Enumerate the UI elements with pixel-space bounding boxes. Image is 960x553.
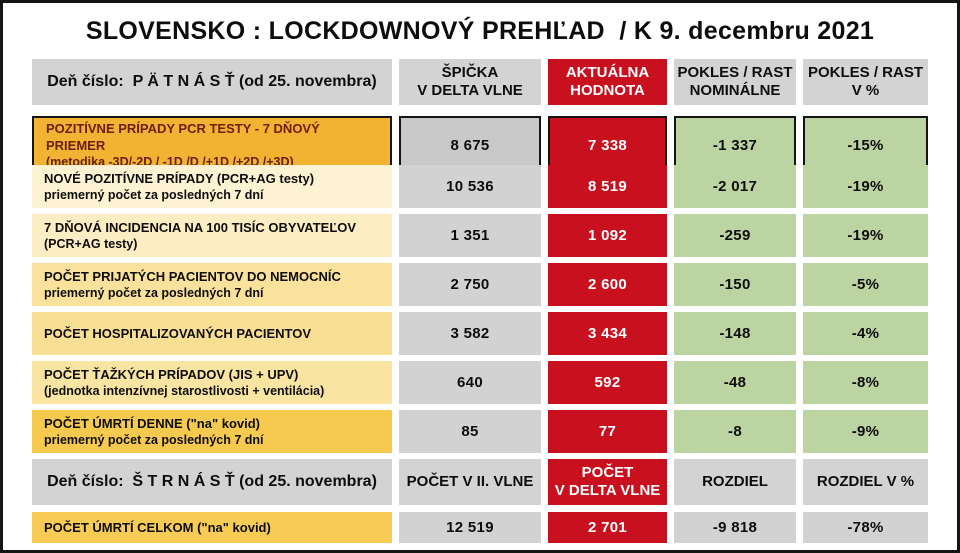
peak-value-cell: 640 xyxy=(399,361,541,404)
col-header-current: AKTUÁLNA HODNOTA xyxy=(548,59,667,105)
current-value-cell: 3 434 xyxy=(548,312,667,355)
col-header-wave2: POČET V II. VLNE xyxy=(399,459,541,505)
row-label: POZITÍVNE PRÍPADY PCR TESTY - 7 DŇOVÝ PR… xyxy=(46,121,320,154)
col-header-diff: ROZDIEL xyxy=(674,459,796,505)
current-value-cell: 1 092 xyxy=(548,214,667,257)
row-sublabel: (PCR+AG testy) xyxy=(44,236,138,251)
row-label: POČET HOSPITALIZOVANÝCH PACIENTOV xyxy=(44,325,312,341)
change-percent-cell: -5% xyxy=(803,263,928,306)
col-header-peak: ŠPIČKA V DELTA VLNE xyxy=(399,59,541,105)
change-nominal-cell: -148 xyxy=(674,312,796,355)
change-percent-cell: -8% xyxy=(803,361,928,404)
row-sublabel: priemerný počet za posledných 7 dní xyxy=(44,187,264,202)
section2-header-row: Deň číslo: Š T R N Á S Ť (od 25. novembr… xyxy=(32,459,928,505)
change-percent-cell: -19% xyxy=(803,165,928,208)
table-row: POČET PRIJATÝCH PACIENTOV DO NEMOCNÍC pr… xyxy=(32,263,928,306)
change-nominal-cell: -259 xyxy=(674,214,796,257)
col-header-delta-wave: POČET V DELTA VLNE xyxy=(548,459,667,505)
change-nominal-cell: -8 xyxy=(674,410,796,453)
change-nominal-cell: -48 xyxy=(674,361,796,404)
row-label-cell: POČET ÚMRTÍ DENNE ("na" kovid) priemerný… xyxy=(32,410,392,453)
col-header-diff-percent: ROZDIEL V % xyxy=(803,459,928,505)
row-label: POČET ÚMRTÍ CELKOM ("na" kovid) xyxy=(44,519,271,535)
diff-value-cell: -9 818 xyxy=(674,512,796,543)
peak-value-cell: 2 750 xyxy=(399,263,541,306)
page-title: SLOVENSKO : LOCKDOWNOVÝ PREHĽAD / K 9. d… xyxy=(85,16,875,45)
table-row: 7 DŇOVÁ INCIDENCIA NA 100 TISÍC OBYVATEĽ… xyxy=(32,214,928,257)
peak-value-cell: 10 536 xyxy=(399,165,541,208)
peak-value-cell: 85 xyxy=(399,410,541,453)
table-row: POZITÍVNE PRÍPADY PCR TESTY - 7 DŇOVÝ PR… xyxy=(32,116,928,175)
section1-header-row: Deň číslo: P Ä T N Á S Ť (od 25. novembr… xyxy=(32,59,928,105)
peak-value-cell: 3 582 xyxy=(399,312,541,355)
row-sublabel: priemerný počet za posledných 7 dní xyxy=(44,285,264,300)
current-value-cell: 592 xyxy=(548,361,667,404)
lockdown-table: SLOVENSKO : LOCKDOWNOVÝ PREHĽAD / K 9. d… xyxy=(3,3,957,543)
row-sublabel: (jednotka intenzívnej starostlivosti + v… xyxy=(44,383,325,398)
change-nominal-cell: -150 xyxy=(674,263,796,306)
current-value-cell: 77 xyxy=(548,410,667,453)
change-nominal-cell: -2 017 xyxy=(674,165,796,208)
row-label-cell: POČET ÚMRTÍ CELKOM ("na" kovid) xyxy=(32,512,392,543)
row-label: 7 DŇOVÁ INCIDENCIA NA 100 TISÍC OBYVATEĽ… xyxy=(44,219,357,235)
day-number-header: Deň číslo: P Ä T N Á S Ť (od 25. novembr… xyxy=(32,59,392,105)
table-row: POČET ŤAŽKÝCH PRÍPADOV (JIS + UPV) (jedn… xyxy=(32,361,928,404)
row-label-cell: POČET HOSPITALIZOVANÝCH PACIENTOV xyxy=(32,312,392,355)
col-header-change-nominal: POKLES / RAST NOMINÁLNE xyxy=(674,59,796,105)
change-percent-cell: -9% xyxy=(803,410,928,453)
table-row: POČET ÚMRTÍ CELKOM ("na" kovid) 12 519 2… xyxy=(32,512,928,543)
row-label-cell: POČET PRIJATÝCH PACIENTOV DO NEMOCNÍC pr… xyxy=(32,263,392,306)
peak-value-cell: 1 351 xyxy=(399,214,541,257)
row-label: POČET ÚMRTÍ DENNE ("na" kovid) xyxy=(44,415,261,431)
row-label: POČET PRIJATÝCH PACIENTOV DO NEMOCNÍC xyxy=(44,268,341,284)
row-label-cell: NOVÉ POZITÍVNE PRÍPADY (PCR+AG testy) pr… xyxy=(32,165,392,208)
change-percent-cell: -4% xyxy=(803,312,928,355)
wave2-value-cell: 12 519 xyxy=(399,512,541,543)
change-percent-cell: -19% xyxy=(803,214,928,257)
table-row: POČET ÚMRTÍ DENNE ("na" kovid) priemerný… xyxy=(32,410,928,453)
current-value-cell: 2 600 xyxy=(548,263,667,306)
current-value-cell: 8 519 xyxy=(548,165,667,208)
row-label: NOVÉ POZITÍVNE PRÍPADY (PCR+AG testy) xyxy=(44,170,315,186)
row-label: POČET ŤAŽKÝCH PRÍPADOV (JIS + UPV) xyxy=(44,366,299,382)
table-row: NOVÉ POZITÍVNE PRÍPADY (PCR+AG testy) pr… xyxy=(32,165,928,208)
row-label-cell: 7 DŇOVÁ INCIDENCIA NA 100 TISÍC OBYVATEĽ… xyxy=(32,214,392,257)
diff-percent-cell: -78% xyxy=(803,512,928,543)
day-number-header-2: Deň číslo: Š T R N Á S Ť (od 25. novembr… xyxy=(32,459,392,505)
table-row: POČET HOSPITALIZOVANÝCH PACIENTOV 3 582 … xyxy=(32,312,928,355)
row-label-cell: POČET ŤAŽKÝCH PRÍPADOV (JIS + UPV) (jedn… xyxy=(32,361,392,404)
delta-value-cell: 2 701 xyxy=(548,512,667,543)
col-header-change-percent: POKLES / RAST V % xyxy=(803,59,928,105)
row-sublabel: priemerný počet za posledných 7 dní xyxy=(44,432,264,447)
